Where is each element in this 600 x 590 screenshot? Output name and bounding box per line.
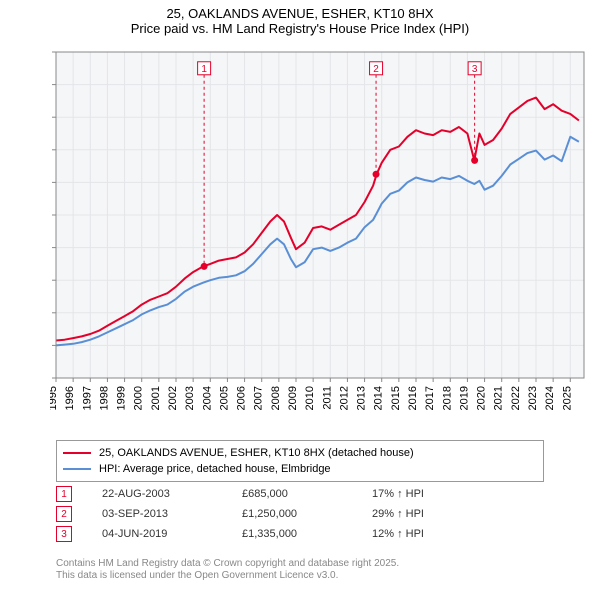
event-date: 22-AUG-2003 bbox=[102, 488, 242, 500]
x-tick-label: 2006 bbox=[236, 386, 248, 410]
x-tick-label: 2022 bbox=[510, 386, 522, 410]
event-price: £1,335,000 bbox=[242, 528, 372, 540]
x-tick-label: 2021 bbox=[493, 386, 505, 410]
legend: 25, OAKLANDS AVENUE, ESHER, KT10 8HX (de… bbox=[56, 440, 544, 482]
x-tick-label: 2019 bbox=[458, 386, 470, 410]
x-tick-label: 1999 bbox=[116, 386, 128, 410]
x-tick-label: 2000 bbox=[133, 386, 145, 410]
event-pct: 17% ↑ HPI bbox=[372, 488, 492, 500]
legend-swatch bbox=[63, 468, 91, 470]
x-tick-label: 2017 bbox=[424, 386, 436, 410]
x-tick-label: 2018 bbox=[441, 386, 453, 410]
event-price: £1,250,000 bbox=[242, 508, 372, 520]
event-pct: 12% ↑ HPI bbox=[372, 528, 492, 540]
x-tick-label: 2020 bbox=[476, 386, 488, 410]
event-marker-num: 3 bbox=[472, 64, 478, 75]
x-tick-label: 1995 bbox=[50, 386, 59, 410]
event-price: £685,000 bbox=[242, 488, 372, 500]
x-tick-label: 2011 bbox=[321, 386, 333, 410]
x-tick-label: 2012 bbox=[338, 386, 350, 410]
event-dot bbox=[471, 157, 478, 164]
event-date: 04-JUN-2019 bbox=[102, 528, 242, 540]
x-tick-label: 2003 bbox=[184, 386, 196, 410]
x-tick-label: 2023 bbox=[527, 386, 539, 410]
event-date: 03-SEP-2013 bbox=[102, 508, 242, 520]
legend-swatch bbox=[63, 452, 91, 454]
title-address: 25, OAKLANDS AVENUE, ESHER, KT10 8HX bbox=[0, 6, 600, 21]
x-tick-label: 2015 bbox=[390, 386, 402, 410]
y-tick-label: £600K bbox=[50, 275, 51, 287]
x-tick-label: 2013 bbox=[356, 386, 368, 410]
x-tick-label: 2002 bbox=[167, 386, 179, 410]
legend-label: 25, OAKLANDS AVENUE, ESHER, KT10 8HX (de… bbox=[99, 447, 414, 459]
x-tick-label: 2004 bbox=[201, 386, 213, 410]
event-dot bbox=[373, 171, 380, 178]
x-tick-label: 2014 bbox=[373, 386, 385, 410]
event-dot bbox=[201, 263, 208, 270]
event-marker: 1 bbox=[56, 486, 72, 502]
x-tick-label: 2009 bbox=[287, 386, 299, 410]
x-tick-label: 1997 bbox=[81, 386, 93, 410]
x-tick-label: 2024 bbox=[544, 386, 556, 410]
footer-attribution: Contains HM Land Registry data © Crown c… bbox=[56, 558, 544, 582]
x-tick-label: 2005 bbox=[218, 386, 230, 410]
price-chart: 123£0£200K£400K£600K£800K£1M£1.2M£1.4M£1… bbox=[50, 48, 590, 408]
event-pct: 29% ↑ HPI bbox=[372, 508, 492, 520]
event-row: 1 22-AUG-2003£685,00017% ↑ HPI bbox=[56, 484, 544, 504]
y-tick-label: £200K bbox=[50, 340, 51, 352]
x-tick-label: 2010 bbox=[304, 386, 316, 410]
x-tick-label: 1996 bbox=[64, 386, 76, 410]
legend-item: 25, OAKLANDS AVENUE, ESHER, KT10 8HX (de… bbox=[63, 445, 537, 461]
x-tick-label: 2001 bbox=[150, 386, 162, 410]
x-tick-label: 2025 bbox=[561, 386, 573, 410]
legend-item: HPI: Average price, detached house, Elmb… bbox=[63, 461, 537, 477]
event-marker: 2 bbox=[56, 506, 72, 522]
x-tick-label: 2016 bbox=[407, 386, 419, 410]
footer-line2: This data is licensed under the Open Gov… bbox=[56, 570, 544, 582]
title-subtitle: Price paid vs. HM Land Registry's House … bbox=[0, 21, 600, 36]
event-row: 3 04-JUN-2019£1,335,00012% ↑ HPI bbox=[56, 524, 544, 544]
x-tick-label: 1998 bbox=[98, 386, 110, 410]
event-marker: 3 bbox=[56, 526, 72, 542]
event-marker-num: 2 bbox=[373, 64, 379, 75]
y-tick-label: £800K bbox=[50, 243, 51, 255]
event-table: 1 22-AUG-2003£685,00017% ↑ HPI 2 03-SEP-201… bbox=[56, 484, 544, 544]
footer-line1: Contains HM Land Registry data © Crown c… bbox=[56, 558, 544, 570]
event-row: 2 03-SEP-2013£1,250,00029% ↑ HPI bbox=[56, 504, 544, 524]
legend-label: HPI: Average price, detached house, Elmb… bbox=[99, 463, 331, 475]
x-tick-label: 2007 bbox=[253, 386, 265, 410]
y-tick-label: £400K bbox=[50, 308, 51, 320]
event-marker-num: 1 bbox=[201, 64, 207, 75]
x-tick-label: 2008 bbox=[270, 386, 282, 410]
